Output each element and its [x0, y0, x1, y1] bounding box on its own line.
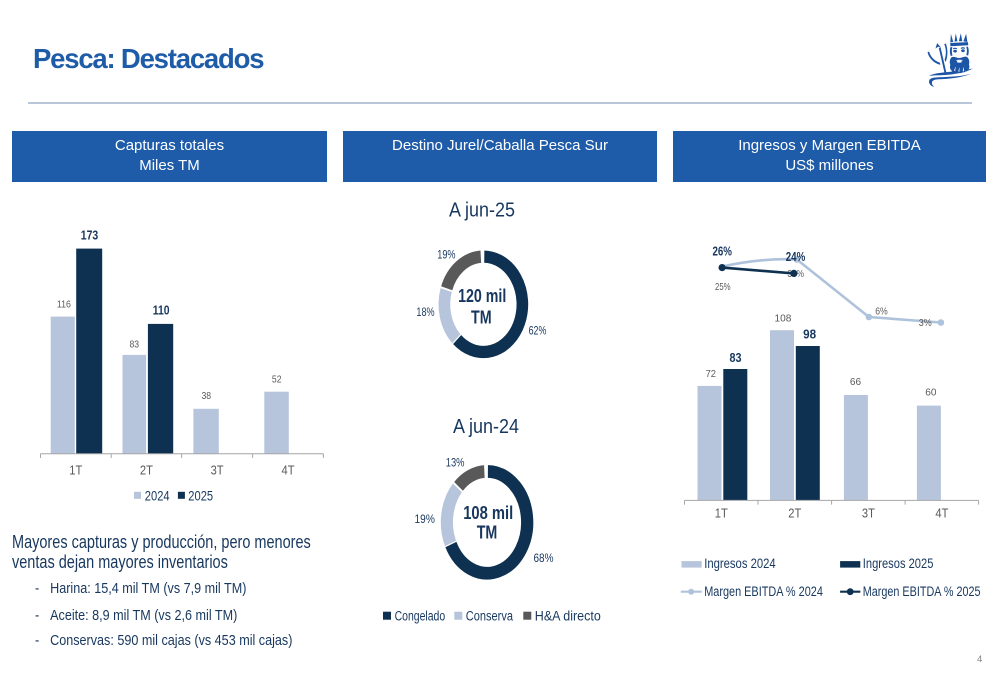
svg-text:62%: 62%: [529, 324, 547, 338]
svg-text:Congelado: Congelado: [395, 608, 446, 623]
svg-text:4T: 4T: [935, 507, 948, 521]
svg-text:A jun-25: A jun-25: [449, 200, 515, 222]
svg-text:H&A directo: H&A directo: [535, 608, 601, 623]
svg-text:Conserva: Conserva: [466, 608, 514, 623]
svg-text:3%: 3%: [919, 317, 932, 329]
svg-text:108 mil: 108 mil: [463, 503, 513, 523]
svg-text:120 mil: 120 mil: [458, 286, 506, 306]
svg-text:25%: 25%: [715, 281, 731, 293]
svg-text:173: 173: [81, 228, 99, 243]
svg-text:18%: 18%: [416, 305, 434, 319]
svg-text:6%: 6%: [875, 306, 888, 318]
svg-text:TM: TM: [471, 308, 492, 328]
svg-text:116: 116: [57, 299, 71, 311]
svg-text:A jun-24: A jun-24: [453, 416, 519, 438]
svg-text:26%: 26%: [712, 244, 732, 259]
svg-text:2025: 2025: [188, 488, 213, 503]
svg-text:1T: 1T: [715, 507, 728, 521]
svg-text:83: 83: [130, 338, 140, 350]
svg-text:Ingresos 2024: Ingresos 2024: [704, 556, 776, 571]
svg-text:68%: 68%: [534, 551, 554, 565]
svg-text:60: 60: [925, 387, 936, 399]
svg-text:38: 38: [202, 390, 212, 402]
svg-text:2024: 2024: [145, 488, 170, 503]
svg-text:108: 108: [775, 313, 792, 325]
svg-text:83: 83: [730, 350, 742, 365]
svg-text:1T: 1T: [69, 464, 82, 478]
svg-text:3T: 3T: [862, 507, 875, 521]
svg-text:19%: 19%: [415, 512, 436, 526]
svg-text:72: 72: [706, 368, 717, 380]
svg-text:Margen EBITDA % 2025: Margen EBITDA % 2025: [863, 584, 981, 599]
svg-text:19%: 19%: [437, 247, 456, 261]
svg-text:24%: 24%: [786, 249, 806, 264]
svg-text:2T: 2T: [140, 464, 153, 478]
svg-text:Ingresos 2025: Ingresos 2025: [863, 556, 934, 571]
svg-text:98: 98: [803, 327, 816, 342]
svg-text:3T: 3T: [211, 464, 224, 478]
svg-text:4T: 4T: [282, 464, 295, 478]
svg-text:2T: 2T: [788, 507, 801, 521]
svg-text:66: 66: [850, 376, 861, 388]
svg-text:13%: 13%: [446, 456, 465, 470]
svg-text:Margen EBITDA % 2024: Margen EBITDA % 2024: [704, 584, 823, 599]
svg-text:52: 52: [272, 374, 282, 386]
svg-text:110: 110: [153, 303, 170, 318]
svg-text:TM: TM: [477, 523, 498, 543]
